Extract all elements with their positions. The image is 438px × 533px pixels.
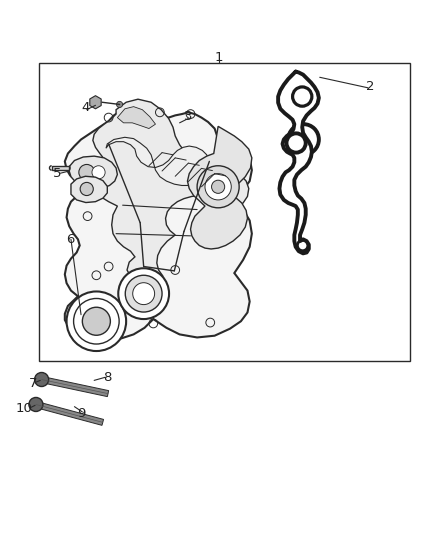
- Text: 6: 6: [66, 233, 74, 246]
- Circle shape: [67, 292, 126, 351]
- Polygon shape: [106, 138, 209, 185]
- Circle shape: [291, 87, 316, 111]
- Circle shape: [117, 101, 123, 108]
- Polygon shape: [65, 108, 252, 340]
- Text: 3: 3: [184, 110, 193, 123]
- Polygon shape: [52, 166, 69, 170]
- Circle shape: [212, 180, 225, 193]
- Polygon shape: [93, 99, 249, 283]
- Circle shape: [35, 373, 49, 386]
- Polygon shape: [35, 401, 103, 425]
- Polygon shape: [117, 107, 155, 128]
- Circle shape: [293, 87, 312, 106]
- Circle shape: [82, 307, 110, 335]
- Circle shape: [79, 165, 95, 180]
- Text: 5: 5: [53, 167, 61, 180]
- Polygon shape: [69, 156, 117, 189]
- Polygon shape: [187, 126, 252, 249]
- Text: 10: 10: [16, 402, 32, 415]
- Circle shape: [297, 240, 308, 251]
- Circle shape: [288, 124, 319, 155]
- Text: 2: 2: [366, 79, 374, 93]
- Circle shape: [133, 282, 155, 304]
- Circle shape: [29, 398, 43, 411]
- Text: 4: 4: [81, 101, 90, 115]
- Circle shape: [205, 174, 231, 200]
- Polygon shape: [278, 71, 319, 253]
- Text: 8: 8: [103, 371, 112, 384]
- Circle shape: [125, 275, 162, 312]
- Text: 9: 9: [77, 407, 85, 419]
- Polygon shape: [90, 96, 101, 109]
- Circle shape: [92, 166, 105, 179]
- Circle shape: [286, 133, 306, 152]
- Text: 7: 7: [28, 377, 37, 390]
- Polygon shape: [41, 376, 109, 397]
- Polygon shape: [71, 176, 107, 203]
- Circle shape: [74, 298, 119, 344]
- Circle shape: [197, 166, 239, 208]
- Circle shape: [118, 268, 169, 319]
- Bar: [39, 63, 410, 361]
- Text: 1: 1: [215, 51, 223, 63]
- Circle shape: [80, 182, 93, 196]
